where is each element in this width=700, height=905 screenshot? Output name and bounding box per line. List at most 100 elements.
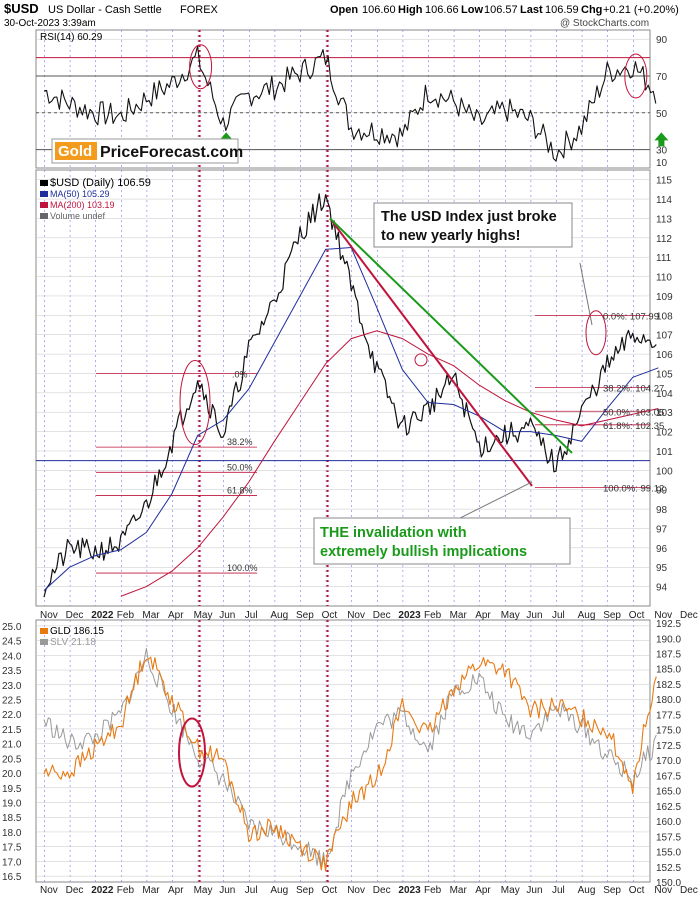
x-tick-label-bottom: Jun	[526, 885, 542, 896]
slv-y-tick: 19.5	[2, 784, 22, 795]
x-tick-label-top: Feb	[117, 610, 135, 621]
gld-series	[43, 656, 657, 872]
x-tick-label-top: Dec	[66, 610, 84, 621]
x-tick-label-top: Jul	[552, 610, 565, 621]
gld-y-tick: 187.5	[656, 650, 681, 661]
usd-y-tick: 104	[656, 389, 673, 400]
usd-legend-swatch	[40, 191, 48, 197]
x-tick-label-bottom: Nov	[347, 885, 365, 896]
x-tick-label-top: 2022	[91, 610, 114, 621]
x-tick-label-top: Sep	[603, 610, 621, 621]
fib-label-left: 38.2%	[227, 437, 253, 447]
gld-y-tick: 165.0	[656, 787, 681, 798]
rsi-y-tick: 90	[656, 35, 668, 46]
slv-y-tick: 21.5	[2, 725, 22, 736]
rsi-highlight-ellipse	[189, 44, 213, 90]
usd-y-tick: 107	[656, 331, 673, 342]
x-tick-label-bottom: Dec	[66, 885, 84, 896]
usd-y-tick: 109	[656, 292, 673, 303]
x-tick-label-top: Oct	[629, 610, 645, 621]
usd-y-tick: 102	[656, 428, 673, 439]
x-tick-label-top: Feb	[424, 610, 442, 621]
usd-y-tick: 100	[656, 466, 673, 477]
x-tick-label-bottom: Aug	[578, 885, 596, 896]
x-tick-label-top: Apr	[475, 610, 491, 621]
usd-y-tick: 110	[656, 273, 672, 284]
slv-y-tick: 17.5	[2, 843, 22, 854]
slv-y-tick: 20.5	[2, 754, 22, 765]
x-tick-label-top: Oct	[322, 610, 338, 621]
gld-y-tick: 192.5	[656, 619, 681, 630]
fib-label-left: 61.8%	[227, 486, 253, 496]
gld-highlight-ellipse	[178, 717, 206, 788]
x-tick-label-bottom: Sep	[603, 885, 621, 896]
x-tick-label-top: Nov	[40, 610, 58, 621]
usd-legend-swatch	[40, 180, 48, 186]
red-trendline	[329, 217, 533, 487]
usd-y-tick: 95	[656, 563, 668, 574]
slv-y-tick: 22.5	[2, 695, 22, 706]
gld-legend-swatch	[40, 628, 48, 634]
chart-credit: @ StockCharts.com	[560, 18, 649, 29]
chart-exchange: FOREX	[180, 4, 219, 16]
chart-symbol: $USD	[4, 1, 39, 16]
usd-y-tick: 103	[656, 408, 673, 419]
callout-yearly-highs-box	[373, 202, 573, 248]
rsi-y-tick: 30	[656, 146, 668, 157]
high-value: 106.66	[425, 4, 459, 16]
callout-yearly-highs: The USD Index just broke to new yearly h…	[373, 202, 573, 248]
x-tick-label-top: Aug	[578, 610, 596, 621]
low-label: Low	[461, 4, 483, 16]
usd-y-tick: 106	[656, 350, 673, 361]
x-tick-label-bottom: Dec	[373, 885, 391, 896]
usd-y-tick: 99	[656, 486, 668, 497]
x-tick-label-bottom: Jul	[552, 885, 565, 896]
usd-legend-item: Volume undef	[50, 211, 106, 221]
quote-bar: Open 106.60 High 106.66 Low 106.57 Last …	[330, 4, 679, 16]
slv-y-tick: 20.0	[2, 769, 22, 780]
x-tick-label-bottom: Jul	[245, 885, 258, 896]
x-tick-label-bottom: Feb	[117, 885, 135, 896]
slv-y-tick: 16.5	[2, 872, 22, 883]
x-tick-label-bottom: Aug	[270, 885, 288, 896]
x-tick-label-top: 2023	[398, 610, 421, 621]
usd-highlight-ellipse	[179, 360, 211, 446]
fib-label-right: 50.0%: 103.05	[603, 407, 664, 418]
usd-y-tick: 111	[656, 253, 672, 264]
gld-y-tick: 190.0	[656, 634, 681, 645]
slv-y-tick: 25.0	[2, 622, 22, 633]
usd-y-tick: 112	[656, 234, 672, 245]
callout-yearly-highs-line1: The USD Index just broke	[381, 209, 557, 225]
gld-y-tick: 185.0	[656, 665, 681, 676]
fib-label-left: 50.0%	[227, 462, 253, 472]
rsi-legend: RSI(14) 60.29	[40, 32, 103, 43]
gld-legend-swatch	[40, 639, 48, 645]
annotation-layer	[178, 44, 669, 788]
callout-invalidation-line2: extremely bullish implications	[320, 544, 527, 560]
x-tick-label-top: Mar	[142, 610, 160, 621]
logo-rest-text: PriceForecast.com	[100, 144, 243, 161]
x-tick-label-top: Jul	[245, 610, 258, 621]
x-tick-label-bottom: Mar	[450, 885, 468, 896]
usd-y-tick: 101	[656, 447, 673, 458]
usd-highlight-ellipse	[585, 310, 607, 356]
gld-y-tick: 162.5	[656, 802, 681, 813]
usd-y-tick: 115	[656, 176, 672, 187]
usd-ma200-series	[120, 330, 659, 597]
x-tick-label-bottom: Sep	[296, 885, 314, 896]
slv-y-tick: 24.0	[2, 651, 22, 662]
usd-y-tick: 97	[656, 524, 668, 535]
fib-label-right: 38.2%: 104.27	[603, 384, 664, 395]
gld-y-tick: 157.5	[656, 832, 681, 843]
x-tick-label-top: Nov	[347, 610, 365, 621]
fib-label-right: 0.0%: 107.99	[603, 312, 659, 323]
callout-invalidation: THE invalidation with extremely bullish …	[313, 517, 571, 565]
gld-y-tick: 150.0	[656, 878, 681, 889]
green-arrow-up-icon	[654, 132, 669, 147]
x-tick-label-top: May	[194, 610, 213, 621]
fib-label-left: 100.0%	[227, 563, 258, 573]
rsi-y-tick: 70	[656, 72, 668, 83]
x-tick-label-top: Dec	[680, 610, 698, 621]
